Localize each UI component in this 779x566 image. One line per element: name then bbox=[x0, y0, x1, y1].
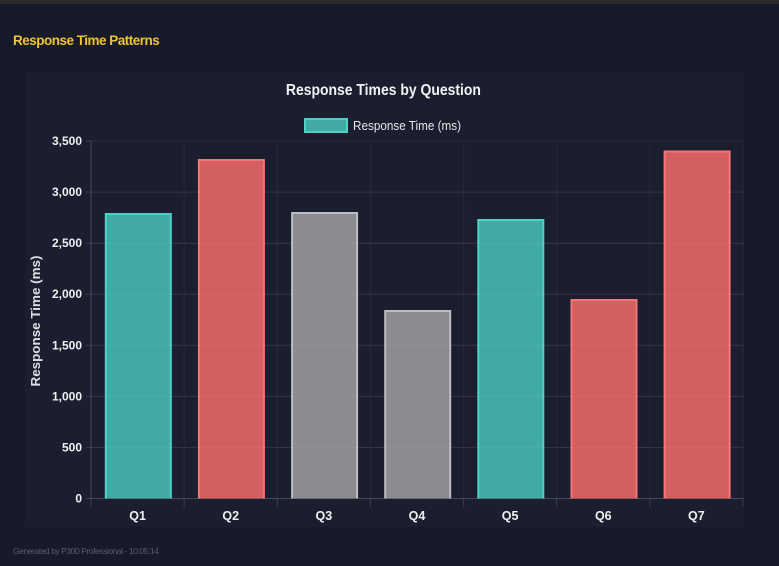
svg-text:Q3: Q3 bbox=[316, 509, 333, 523]
svg-text:Response Time (ms): Response Time (ms) bbox=[28, 256, 43, 387]
svg-text:3,500: 3,500 bbox=[52, 134, 82, 148]
svg-text:500: 500 bbox=[62, 440, 82, 454]
svg-text:1,500: 1,500 bbox=[52, 338, 82, 352]
svg-text:0: 0 bbox=[75, 492, 82, 506]
svg-text:1,000: 1,000 bbox=[52, 389, 82, 403]
svg-text:Q1: Q1 bbox=[129, 509, 146, 523]
svg-text:Q6: Q6 bbox=[595, 509, 612, 523]
svg-text:Q2: Q2 bbox=[222, 509, 239, 523]
svg-text:Q4: Q4 bbox=[409, 509, 426, 523]
svg-text:Response Time (ms): Response Time (ms) bbox=[353, 118, 461, 133]
svg-text:3,000: 3,000 bbox=[52, 185, 82, 199]
svg-text:Q5: Q5 bbox=[502, 509, 519, 523]
svg-text:2,500: 2,500 bbox=[52, 236, 82, 250]
svg-text:Response Times by Question: Response Times by Question bbox=[286, 82, 481, 99]
svg-text:Q7: Q7 bbox=[688, 509, 705, 523]
svg-text:2,000: 2,000 bbox=[52, 287, 82, 301]
